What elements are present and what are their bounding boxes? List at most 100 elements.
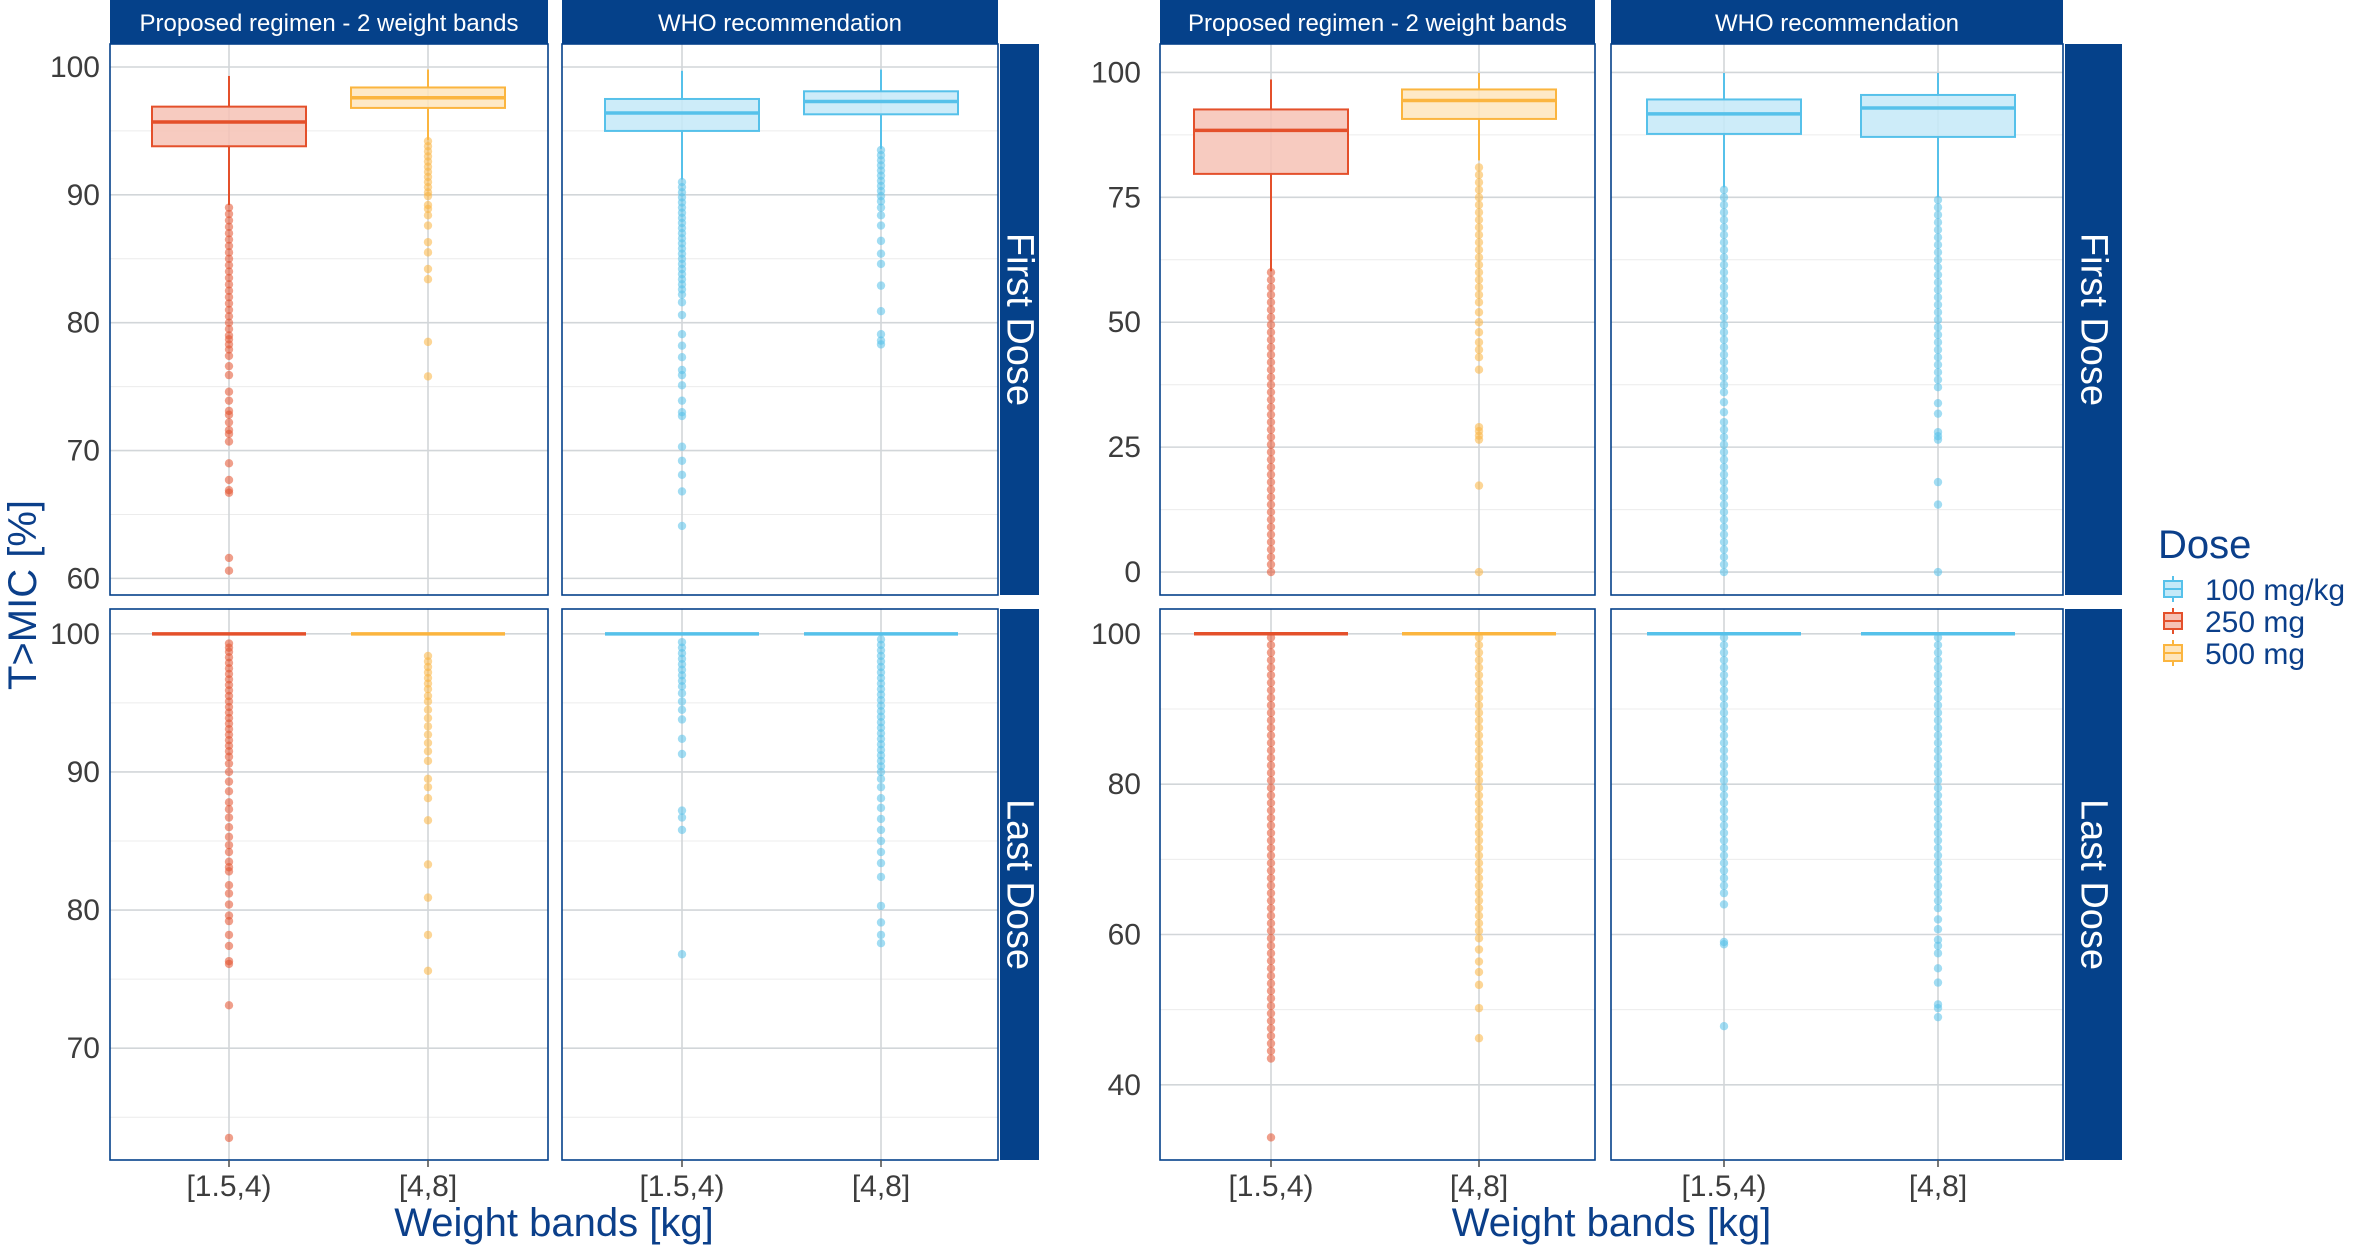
outlier-point — [1474, 813, 1484, 823]
outlier-point — [1719, 858, 1729, 868]
outlier-point — [1719, 738, 1729, 748]
outlier-point — [1933, 813, 1943, 823]
x-tick-label: [1.5,4) — [1228, 1170, 1313, 1203]
outlier-point — [1266, 881, 1276, 890]
outlier-point — [1266, 552, 1276, 562]
outlier-point — [1266, 806, 1276, 815]
column-strip — [562, 0, 998, 44]
outlier-point — [1933, 670, 1943, 680]
outlier-point — [1266, 545, 1276, 554]
outlier-point — [1266, 320, 1276, 329]
y-tick-label: 25 — [1108, 431, 1141, 464]
outlier-point — [1474, 670, 1484, 680]
outlier-point — [1933, 218, 1943, 227]
outlier-point — [423, 738, 433, 748]
outlier-point — [224, 351, 234, 361]
outlier-point — [224, 1001, 234, 1010]
outlier-point — [1933, 925, 1943, 934]
outlier-point — [1719, 253, 1729, 262]
outlier-point — [1719, 560, 1729, 569]
outlier-point — [1933, 723, 1943, 732]
outlier-point — [1933, 640, 1943, 650]
outlier-point — [1719, 485, 1729, 494]
outlier-point — [1719, 380, 1729, 389]
outlier-point — [1266, 866, 1276, 875]
outlier-point — [677, 341, 687, 350]
outlier-point — [224, 410, 234, 419]
outlier-point — [423, 966, 433, 976]
outlier-point — [1933, 978, 1943, 987]
y-tick-label: 80 — [67, 894, 100, 927]
outlier-point — [423, 705, 433, 715]
legend-key — [2163, 608, 2183, 634]
y-tick-label: 80 — [1108, 768, 1141, 801]
y-tick-label: 70 — [67, 1032, 100, 1065]
outlier-point — [1719, 768, 1729, 778]
outlier-point — [1266, 455, 1276, 464]
y-tick-label: 80 — [67, 307, 100, 340]
outlier-point — [1266, 896, 1276, 905]
outlier-point — [1266, 358, 1276, 367]
outlier-point — [1719, 193, 1729, 202]
outlier-point — [1266, 821, 1276, 830]
outlier-point — [423, 221, 433, 230]
panel-border — [561, 608, 999, 1161]
outlier-point — [1266, 723, 1276, 732]
outlier-point — [1719, 655, 1729, 665]
y-axis-title: T>MIC [%] — [1, 500, 45, 690]
outlier-point — [423, 747, 433, 756]
outlier-point — [224, 299, 234, 308]
outlier-point — [1719, 185, 1729, 195]
outlier-point — [1266, 851, 1276, 860]
box-250-mg — [151, 75, 307, 575]
box-500-mg — [1401, 72, 1557, 577]
outlier-point — [1719, 522, 1729, 532]
facet-plot-2: Proposed regimen - 2 weight bands WHO rec… — [1091, 0, 2122, 1245]
outlier-point — [1266, 440, 1276, 449]
outlier-point — [1266, 791, 1276, 800]
outlier-point — [1719, 873, 1729, 883]
outlier-point — [1266, 941, 1276, 950]
outlier-point — [1474, 435, 1484, 444]
outlier-point — [1719, 776, 1729, 785]
outlier-point — [423, 684, 433, 694]
outlier-point — [1719, 268, 1729, 277]
row-strip — [2065, 609, 2122, 1160]
outlier-point — [677, 396, 687, 405]
outlier-point — [1719, 648, 1729, 657]
outlier-point — [1933, 500, 1943, 509]
outlier-point — [1719, 492, 1729, 502]
outlier-point — [423, 713, 433, 723]
outlier-point — [1933, 375, 1943, 384]
outlier-point — [677, 298, 687, 307]
outlier-point — [1933, 315, 1943, 324]
outlier-point — [1719, 215, 1729, 225]
outlier-point — [1474, 275, 1484, 284]
outlier-point — [224, 475, 234, 485]
outlier-point — [1266, 979, 1276, 988]
outlier-point — [1266, 655, 1276, 665]
outlier-point — [224, 418, 234, 427]
outlier-point — [224, 267, 234, 276]
outlier-point — [677, 353, 687, 362]
x-tick-label: [1.5,4) — [1681, 1170, 1766, 1203]
outlier-point — [677, 290, 687, 299]
column-strip-label: Proposed regimen - 2 weight bands — [140, 10, 519, 37]
outlier-point — [1719, 455, 1729, 464]
outlier-point — [1266, 387, 1276, 397]
outlier-point — [1933, 949, 1943, 958]
outlier-point — [1266, 313, 1276, 322]
outlier-point — [1933, 753, 1943, 763]
y-tick-label: 90 — [67, 756, 100, 789]
x-axis-title: Weight bands [kg] — [1452, 1201, 1771, 1245]
outlier-point — [1266, 515, 1276, 524]
outlier-point — [1266, 738, 1276, 748]
outlier-point — [423, 237, 433, 247]
outlier-point — [1719, 798, 1729, 808]
outlier-point — [1266, 477, 1276, 487]
x-axis-title: Weight bands [kg] — [394, 1201, 713, 1245]
outlier-point — [224, 254, 234, 263]
outlier-point — [876, 872, 886, 882]
